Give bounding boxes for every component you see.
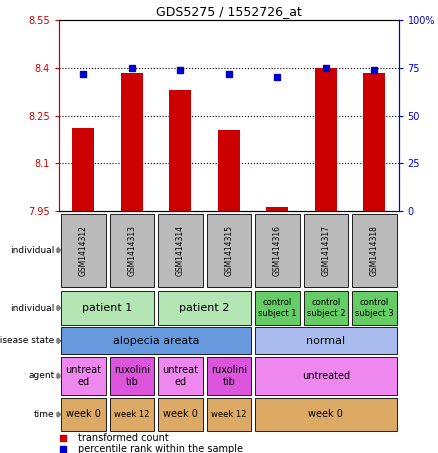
Bar <box>61 214 106 287</box>
Text: week 12: week 12 <box>211 410 247 419</box>
Text: normal: normal <box>306 336 346 346</box>
Bar <box>170 90 191 211</box>
Bar <box>110 357 154 395</box>
Bar <box>304 214 348 287</box>
Text: week 12: week 12 <box>114 410 149 419</box>
Text: patient 1: patient 1 <box>82 303 133 313</box>
Text: week 0: week 0 <box>163 410 198 419</box>
Text: patient 2: patient 2 <box>180 303 230 313</box>
Bar <box>255 357 397 395</box>
Text: untreat
ed: untreat ed <box>162 365 198 387</box>
Text: GSM1414318: GSM1414318 <box>370 225 379 276</box>
Bar <box>255 398 397 431</box>
Bar <box>207 214 251 287</box>
Bar <box>121 73 143 211</box>
Bar <box>352 291 397 325</box>
Text: percentile rank within the sample: percentile rank within the sample <box>78 443 243 453</box>
Text: ruxolini
tib: ruxolini tib <box>114 365 150 387</box>
Bar <box>158 398 203 431</box>
Text: individual: individual <box>11 246 55 255</box>
Text: individual: individual <box>11 304 55 313</box>
Text: time: time <box>34 410 55 419</box>
Text: GSM1414314: GSM1414314 <box>176 225 185 276</box>
Bar <box>315 68 337 211</box>
Bar <box>158 357 203 395</box>
Text: alopecia areata: alopecia areata <box>113 336 199 346</box>
Text: week 0: week 0 <box>66 410 101 419</box>
Text: control
subject 3: control subject 3 <box>355 299 394 318</box>
Bar <box>61 357 106 395</box>
Bar <box>61 328 251 354</box>
Bar <box>304 291 348 325</box>
Title: GDS5275 / 1552726_at: GDS5275 / 1552726_at <box>156 5 302 18</box>
Bar <box>255 328 397 354</box>
Text: GSM1414316: GSM1414316 <box>273 225 282 276</box>
Text: GSM1414315: GSM1414315 <box>224 225 233 276</box>
Bar <box>61 398 106 431</box>
Bar <box>218 130 240 211</box>
Bar <box>255 214 300 287</box>
Text: ruxolini
tib: ruxolini tib <box>211 365 247 387</box>
Bar <box>364 73 385 211</box>
Text: GSM1414312: GSM1414312 <box>79 225 88 276</box>
Bar <box>110 214 154 287</box>
Text: untreated: untreated <box>302 371 350 381</box>
Text: control
subject 1: control subject 1 <box>258 299 297 318</box>
Text: disease state: disease state <box>0 337 55 345</box>
Text: agent: agent <box>28 371 55 381</box>
Bar <box>207 398 251 431</box>
Bar <box>255 291 300 325</box>
Text: GSM1414317: GSM1414317 <box>321 225 330 276</box>
Bar <box>207 357 251 395</box>
Text: transformed count: transformed count <box>78 434 169 443</box>
Bar <box>352 214 397 287</box>
Text: untreat
ed: untreat ed <box>65 365 101 387</box>
Bar <box>61 291 154 325</box>
Text: week 0: week 0 <box>308 410 343 419</box>
Text: control
subject 2: control subject 2 <box>307 299 345 318</box>
Bar <box>72 128 94 211</box>
Text: GSM1414313: GSM1414313 <box>127 225 136 276</box>
Bar <box>266 207 288 211</box>
Bar <box>158 214 203 287</box>
Bar <box>110 398 154 431</box>
Bar <box>158 291 251 325</box>
